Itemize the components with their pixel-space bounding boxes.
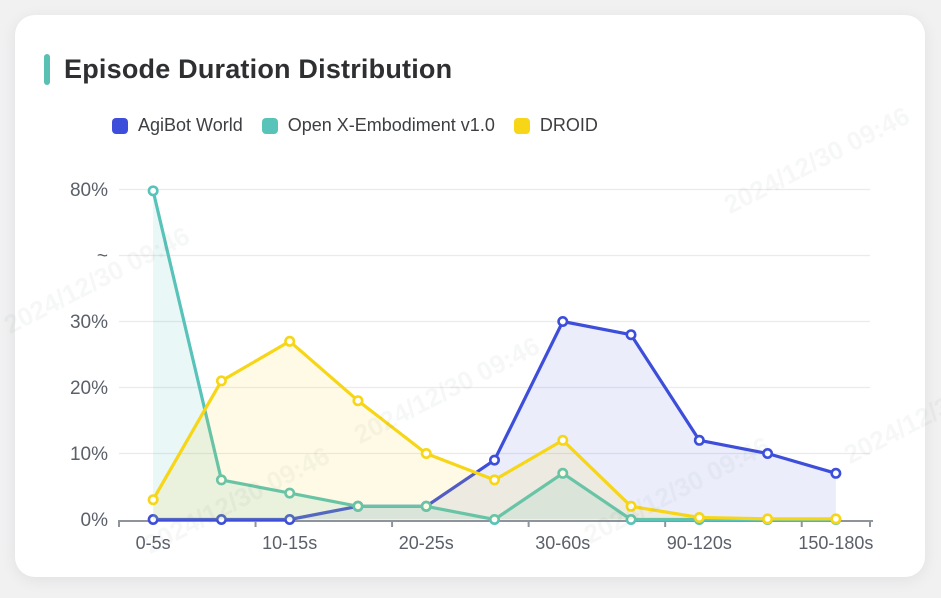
title-accent-bar	[44, 54, 50, 85]
data-point-agibot-world-1[interactable]	[215, 513, 227, 525]
legend-item-open-x-embodiment-v1-0[interactable]: Open X-Embodiment v1.0	[261, 115, 495, 136]
data-point-open-x-embodiment-v1-0-0[interactable]	[147, 185, 159, 197]
legend-label: AgiBot World	[138, 115, 243, 135]
data-point-agibot-world-5[interactable]	[488, 454, 500, 466]
data-point-droid-2[interactable]	[284, 335, 296, 347]
data-point-droid-3[interactable]	[352, 395, 364, 407]
data-point-agibot-world-7[interactable]	[625, 329, 637, 341]
data-point-droid-1[interactable]	[215, 375, 227, 387]
data-point-open-x-embodiment-v1-0-4[interactable]	[420, 500, 432, 512]
legend-label: DROID	[539, 115, 598, 135]
area-agibot-world	[153, 321, 836, 520]
legend-swatch-agibot-world	[112, 117, 128, 134]
data-point-droid-7[interactable]	[625, 500, 637, 512]
legend-swatch-droid	[513, 117, 530, 134]
page-title: Episode Duration Distribution	[64, 54, 453, 84]
y-axis-label-10: 10%	[70, 444, 108, 465]
y-axis-label-break: ~	[97, 246, 108, 267]
data-point-agibot-world-6[interactable]	[557, 315, 569, 327]
data-point-droid-6[interactable]	[557, 434, 569, 446]
line-chart[interactable]: 0% 10% 20% 30% ~80% 0-5s 10-15s 20-25s 30-60s 90-…	[15, 15, 925, 577]
legend-label: Open X-Embodiment v1.0	[287, 115, 495, 135]
data-point-droid-9[interactable]	[762, 513, 774, 525]
x-axis-label-30-60s: 30-60s	[535, 533, 590, 553]
data-point-droid-10[interactable]	[830, 513, 842, 525]
data-point-open-x-embodiment-v1-0-3[interactable]	[352, 500, 364, 512]
legend-item-droid[interactable]: DROID	[513, 115, 598, 136]
data-point-agibot-world-10[interactable]	[830, 467, 842, 479]
data-point-agibot-world-9[interactable]	[762, 447, 774, 459]
y-axis-label-0: 0%	[81, 510, 109, 531]
data-point-open-x-embodiment-v1-0-2[interactable]	[284, 487, 296, 499]
chart-card: Episode Duration Distribution AgiBot Wor…	[0, 15, 941, 577]
data-point-droid-8[interactable]	[693, 512, 705, 524]
data-point-open-x-embodiment-v1-0-6[interactable]	[557, 467, 569, 479]
title-row: Episode Duration Distribution	[44, 54, 452, 85]
x-axis-label-90-120s: 90-120s	[667, 533, 732, 553]
y-axis-label-30: 30%	[70, 312, 108, 333]
area-open-x-embodiment-v1-0	[153, 190, 836, 520]
x-axis-label-150-180s: 150-180s	[798, 533, 873, 553]
legend-item-agibot-world[interactable]: AgiBot World	[112, 115, 243, 136]
plot-area: 0% 10% 20% 30% ~80% 0-5s 10-15s 20-25s 30-60s 90-…	[15, 15, 925, 577]
data-point-agibot-world-8[interactable]	[693, 434, 705, 446]
x-axis-label-20-25s: 20-25s	[399, 533, 454, 553]
data-point-open-x-embodiment-v1-0-1[interactable]	[215, 474, 227, 486]
x-axis-label-10-15s: 10-15s	[262, 533, 317, 553]
data-point-droid-0[interactable]	[147, 494, 159, 506]
data-point-open-x-embodiment-v1-0-5[interactable]	[488, 513, 500, 525]
legend-swatch-open-x-embodiment-v1-0	[261, 117, 278, 134]
data-point-open-x-embodiment-v1-0-7[interactable]	[625, 513, 637, 525]
data-point-agibot-world-0[interactable]	[147, 513, 159, 525]
y-axis-label-80: 80%	[70, 180, 108, 201]
x-axis-label-0-5s: 0-5s	[136, 533, 171, 553]
data-point-agibot-world-2[interactable]	[284, 513, 296, 525]
data-point-droid-4[interactable]	[420, 447, 432, 459]
area-droid	[153, 341, 836, 520]
y-axis-label-20: 20%	[70, 378, 108, 399]
data-point-droid-5[interactable]	[488, 474, 500, 486]
chart-legend: AgiBot World Open X-Embodiment v1.0 DROID	[112, 115, 598, 136]
